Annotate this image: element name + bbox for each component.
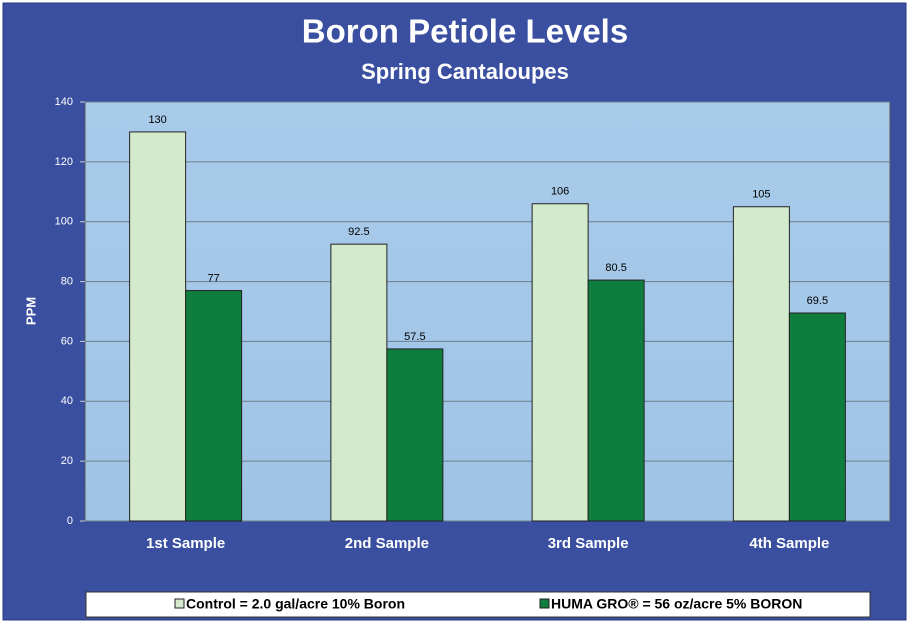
chart-subtitle: Spring Cantaloupes bbox=[361, 59, 569, 84]
bar bbox=[185, 290, 243, 522]
legend-swatch bbox=[174, 598, 185, 609]
legend-label: Control = 2.0 gal/acre 10% Boron bbox=[186, 596, 405, 612]
data-label: 77 bbox=[208, 272, 220, 284]
data-label: 57.5 bbox=[404, 331, 425, 343]
data-label: 105 bbox=[752, 189, 770, 201]
bar bbox=[330, 243, 388, 522]
y-tick-label: 60 bbox=[61, 335, 73, 347]
data-label: 106 bbox=[551, 186, 569, 198]
x-tick-label: 4th Sample bbox=[749, 535, 829, 552]
y-tick-label: 40 bbox=[61, 395, 73, 407]
data-label: 92.5 bbox=[348, 226, 369, 238]
x-tick-label: 2nd Sample bbox=[345, 535, 429, 552]
x-tick-label: 1st Sample bbox=[146, 535, 225, 552]
legend-swatch bbox=[539, 598, 550, 609]
bar bbox=[386, 348, 444, 522]
bar bbox=[788, 312, 846, 522]
x-tick-label: 3rd Sample bbox=[548, 535, 629, 552]
bar bbox=[732, 206, 790, 522]
y-axis-label: PPM bbox=[23, 297, 38, 325]
chart-title: Boron Petiole Levels bbox=[302, 13, 628, 50]
data-label: 69.5 bbox=[807, 295, 828, 307]
y-tick-label: 80 bbox=[61, 275, 73, 287]
data-label: 80.5 bbox=[605, 262, 626, 274]
bar bbox=[129, 131, 187, 522]
legend bbox=[85, 591, 871, 618]
y-tick-label: 20 bbox=[61, 455, 73, 467]
y-tick-label: 120 bbox=[55, 156, 73, 168]
y-tick-label: 0 bbox=[67, 515, 73, 527]
bar bbox=[531, 203, 589, 522]
y-tick-label: 140 bbox=[55, 96, 73, 108]
y-tick-label: 100 bbox=[55, 216, 73, 228]
data-label: 130 bbox=[148, 114, 166, 126]
legend-label: HUMA GRO® = 56 oz/acre 5% BORON bbox=[551, 596, 802, 612]
bar bbox=[587, 279, 645, 522]
